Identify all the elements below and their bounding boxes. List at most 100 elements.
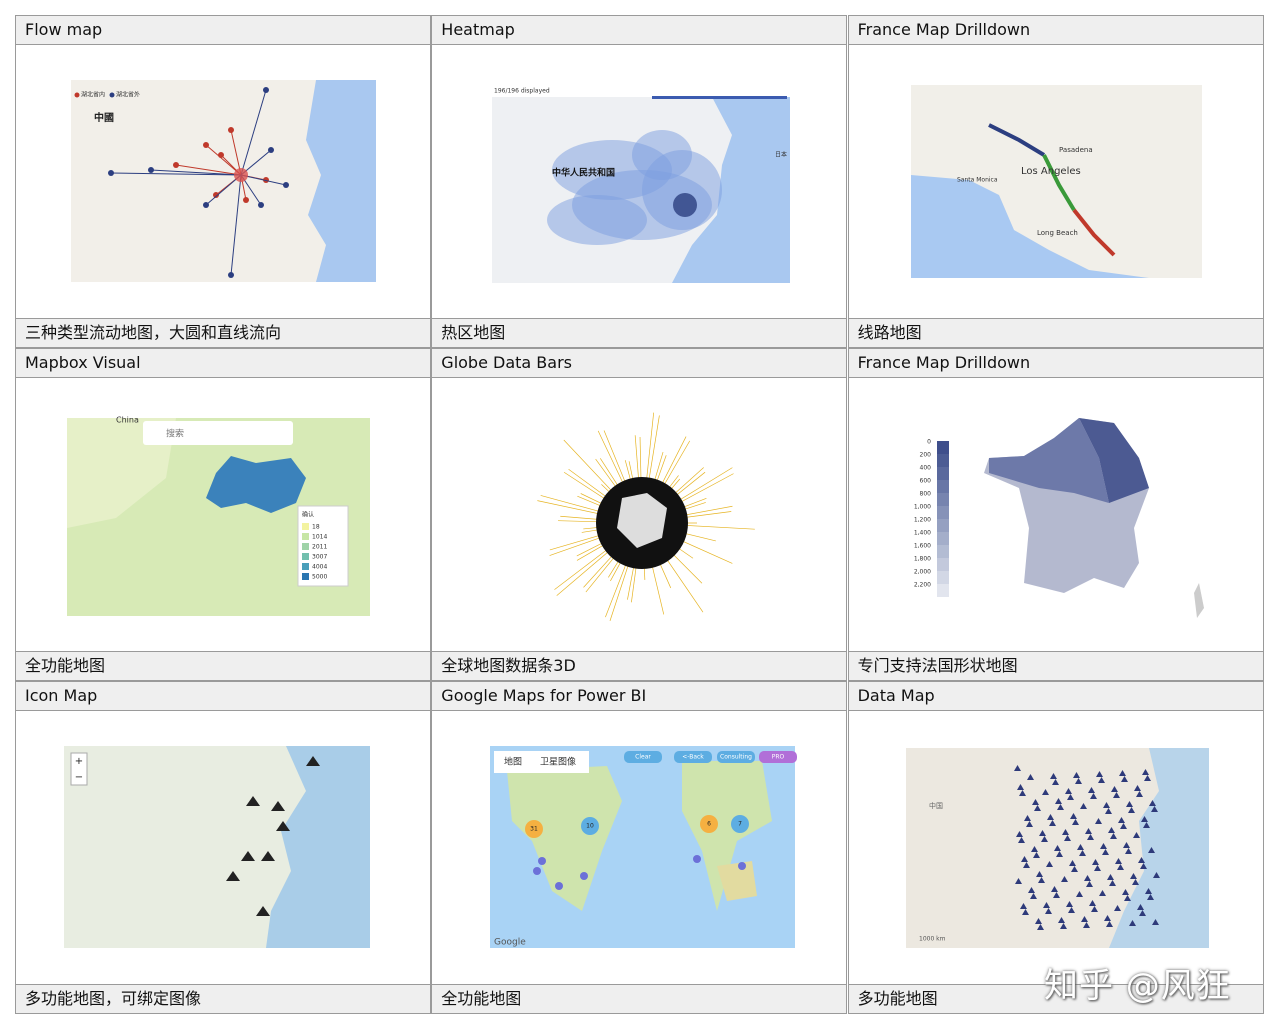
marker: [1097, 777, 1105, 783]
cluster: [525, 820, 544, 838]
marker: [1108, 880, 1116, 886]
sea: [1108, 748, 1209, 948]
cell-caption: 全功能地图: [431, 984, 848, 1014]
marker: [1107, 827, 1115, 833]
map-label: <-Back: [683, 754, 705, 761]
cluster: [581, 817, 600, 835]
flow-dot: [203, 202, 209, 208]
sea: [672, 97, 791, 283]
marker: [1041, 789, 1049, 795]
grid-cell: France Map Drilldown Los Angeles Santa Mon…: [847, 15, 1264, 348]
marker: [1053, 845, 1061, 851]
marker: [1017, 837, 1025, 843]
flow-dot: [263, 177, 269, 183]
map-preview: Los Angeles Santa Monica Long Beach Pasaden…: [847, 45, 1264, 318]
flow-dot: [218, 152, 224, 158]
marker: [1076, 844, 1084, 850]
map-label: 10: [586, 823, 594, 830]
map-label: 1,200: [913, 517, 930, 524]
marker: [1082, 922, 1090, 928]
flow-dot: [148, 167, 154, 173]
map-label: 196/196 displayed: [494, 88, 550, 95]
flow-line: [110, 172, 242, 176]
marker: [1122, 842, 1130, 848]
marker: [1094, 818, 1102, 824]
map-label: 200: [919, 452, 931, 459]
legend-dot: [109, 92, 115, 98]
marker: [1032, 852, 1040, 858]
marker: [1060, 876, 1068, 882]
marker: [1069, 813, 1077, 819]
marker: [1151, 919, 1159, 925]
marker: [1074, 778, 1082, 784]
flow-dot: [173, 162, 179, 168]
marker: [1146, 894, 1154, 900]
route: [1041, 154, 1076, 212]
cell-caption: 多功能地图: [847, 984, 1264, 1014]
legend-swatch: [936, 584, 949, 597]
marker: [1116, 864, 1124, 870]
land: [1078, 418, 1149, 503]
marker: [1034, 918, 1042, 924]
marker: [1013, 765, 1021, 771]
legend-swatch: [302, 573, 309, 580]
map-label: 中国: [929, 801, 943, 810]
flow-dot: [283, 182, 289, 188]
marker: [1059, 923, 1067, 929]
marker: [1141, 769, 1149, 775]
legend-swatch: [936, 532, 949, 545]
map-label: 1,000: [913, 504, 930, 511]
marker: [1063, 835, 1071, 841]
marker: [1144, 888, 1152, 894]
icon: [241, 851, 255, 861]
marker: [1018, 790, 1026, 796]
map-label: 18: [312, 524, 320, 531]
flow-dot: [108, 170, 114, 176]
land: [988, 418, 1109, 503]
land: [67, 418, 176, 528]
marker: [738, 862, 747, 870]
heat-scale: [652, 96, 788, 99]
marker: [1142, 822, 1150, 828]
marker: [1105, 921, 1113, 927]
marker: [1110, 786, 1118, 792]
flow-line: [205, 144, 242, 176]
map-label: 日本: [775, 151, 787, 159]
flow-dot: [228, 127, 234, 133]
marker: [1088, 900, 1096, 906]
marker: [1051, 779, 1059, 785]
tab-bar: [494, 751, 590, 773]
land: [1193, 583, 1204, 618]
marker: [1025, 821, 1033, 827]
sea: [306, 80, 376, 282]
marker: [1113, 905, 1121, 911]
marker: [1067, 907, 1075, 913]
button: [624, 751, 663, 763]
marker: [555, 882, 564, 890]
map-label: 800: [919, 491, 931, 498]
flow-dot: [268, 147, 274, 153]
map-label: Clear: [635, 754, 651, 761]
marker: [1101, 849, 1109, 855]
map-label: 6: [707, 821, 711, 828]
cell-title: Heatmap: [431, 15, 848, 45]
marker: [1020, 856, 1028, 862]
map-label: 5000: [312, 574, 327, 581]
marker: [1037, 877, 1045, 883]
marker: [1029, 893, 1037, 899]
map-label: 中华人民共和国: [552, 167, 615, 179]
marker: [1049, 773, 1057, 779]
map-label: 卫星图像: [540, 756, 576, 768]
cell-caption: 全功能地图: [15, 651, 431, 681]
grid-cell: Heatmap 196/196 displayed 中华人民共和国 日本 热区地图: [431, 15, 848, 348]
marker: [1125, 801, 1133, 807]
marker: [1027, 887, 1035, 893]
map-label: Santa Monica: [957, 177, 998, 184]
map-label: Long Beach: [1037, 229, 1078, 237]
grid-cell: Icon Map + − 多功能地图，可绑定图像: [15, 681, 431, 1014]
marker: [1103, 915, 1111, 921]
map-label: Los Angeles: [1021, 166, 1081, 177]
grid-cell: Data Map 中国 1000 km 多功能地图: [847, 681, 1264, 1014]
flow-dot: [263, 87, 269, 93]
